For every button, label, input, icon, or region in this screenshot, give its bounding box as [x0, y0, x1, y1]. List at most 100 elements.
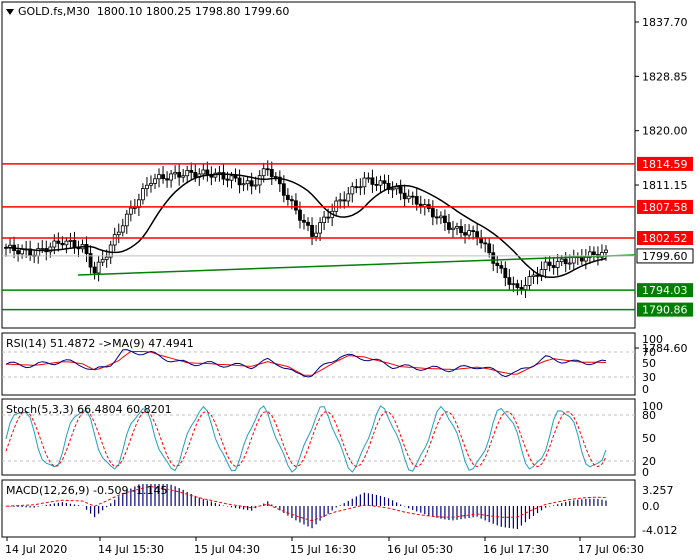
- candle-body: [447, 222, 451, 230]
- candle-body: [555, 261, 560, 268]
- candle-body: [285, 194, 290, 200]
- candle-body: [185, 169, 190, 177]
- candle-body: [507, 277, 512, 285]
- candle-body: [306, 221, 310, 226]
- price-tick-3: 1811.15: [642, 179, 688, 192]
- candle-body: [390, 188, 395, 191]
- price-tick-0: 1837.70: [642, 16, 688, 29]
- candle-body: [451, 227, 455, 230]
- candle-body: [326, 216, 331, 219]
- level-lines: 1814.59 1807.58 1802.52 1794.03 1790.86 1799.…: [2, 156, 694, 317]
- candle-body: [531, 274, 536, 277]
- candle-body: [366, 177, 371, 180]
- candle-body: [475, 231, 480, 239]
- candle-body: [378, 180, 383, 186]
- candle-body: [374, 183, 379, 186]
- candle-body: [56, 240, 61, 244]
- rsi-series: [2, 349, 635, 378]
- close-value: 1799.60: [243, 5, 290, 18]
- candle-body: [592, 251, 596, 255]
- candle-body: [414, 196, 419, 205]
- stoch-tick-2: 50: [642, 432, 656, 445]
- candle-body: [354, 186, 359, 189]
- macd-panel[interactable]: [1, 479, 636, 538]
- candle-body: [169, 173, 174, 181]
- candle-body: [499, 265, 504, 269]
- stoch-panel[interactable]: [1, 398, 636, 476]
- candle-body: [72, 240, 77, 248]
- candle-body: [394, 186, 399, 190]
- candle-body: [515, 283, 520, 288]
- candle-body: [241, 183, 246, 186]
- candle-body: [165, 178, 169, 181]
- candle-body: [467, 230, 471, 236]
- candle-body: [302, 219, 306, 223]
- dropdown-triangle-icon[interactable]: [6, 9, 14, 15]
- candle-body: [108, 244, 113, 258]
- candle-body: [201, 169, 206, 175]
- low-value: 1798.80: [194, 5, 241, 18]
- candle-body: [149, 183, 153, 186]
- stoch-signal-line: [5, 410, 607, 468]
- candle-body: [68, 240, 73, 242]
- candle-body: [463, 232, 467, 236]
- candle-body: [253, 184, 258, 187]
- price-header: GOLD.fs,M30 1800.10 1800.25 1798.80 1799…: [6, 5, 289, 18]
- candle-body: [64, 240, 69, 246]
- candle-body: [535, 274, 540, 277]
- candle-body: [60, 242, 65, 246]
- candle-body: [443, 215, 447, 223]
- rsi-line: [5, 349, 607, 378]
- level-label-bg-4: [637, 302, 693, 317]
- price-tick-1: 1828.85: [642, 70, 688, 83]
- candle-body: [177, 172, 182, 178]
- stoch-title: Stoch(5,3,3) 66.4804 60.8201: [6, 403, 172, 416]
- rsi-tick-3: 30: [642, 371, 656, 384]
- candle-body: [370, 177, 375, 185]
- candle-body: [410, 195, 415, 198]
- candle-body: [153, 178, 157, 184]
- candle-body: [358, 186, 363, 189]
- rsi-panel[interactable]: [1, 332, 636, 396]
- candle-body: [161, 174, 165, 180]
- macd-signal-line: [5, 486, 607, 522]
- symbol-label: GOLD.fs,M30: [18, 5, 90, 18]
- time-label-0: 14 Jul 2020: [5, 543, 67, 556]
- candle-body: [398, 186, 403, 194]
- candle-body: [193, 172, 198, 178]
- price-tick-2: 1820.00: [642, 125, 688, 138]
- moving-average-line: [5, 173, 607, 279]
- candle-body: [455, 226, 459, 229]
- candle-body: [459, 226, 463, 234]
- open-value: 1800.10: [96, 5, 143, 18]
- candle-body: [483, 242, 488, 245]
- candle-body: [120, 225, 125, 233]
- candle-body: [523, 285, 528, 290]
- candle-body: [430, 208, 435, 218]
- candle-body: [217, 172, 222, 174]
- candle-body: [273, 176, 278, 178]
- candle-body: [104, 256, 109, 260]
- candle-body: [290, 199, 294, 202]
- level-label-2: 1802.52: [642, 232, 688, 245]
- candle-body: [491, 252, 496, 264]
- rsi-signal-line: [5, 351, 607, 376]
- candle-body: [587, 251, 592, 258]
- candle-body: [559, 258, 564, 263]
- price-panel[interactable]: [1, 1, 636, 329]
- candle-body: [583, 257, 588, 262]
- candle-body: [479, 237, 484, 244]
- candle-body: [221, 172, 226, 180]
- stoch-main-line: [5, 405, 607, 473]
- price-tick-4: 1784.60: [642, 342, 688, 355]
- price-series: [4, 160, 608, 299]
- candle-body: [342, 199, 347, 202]
- rsi-tick-2: 50: [642, 357, 656, 370]
- candle-body: [310, 224, 314, 237]
- level-label-3: 1794.03: [642, 284, 688, 297]
- candle-body: [346, 193, 351, 202]
- level-label-bg-1: [637, 199, 693, 214]
- candle-body: [547, 261, 552, 266]
- candle-body: [269, 169, 274, 177]
